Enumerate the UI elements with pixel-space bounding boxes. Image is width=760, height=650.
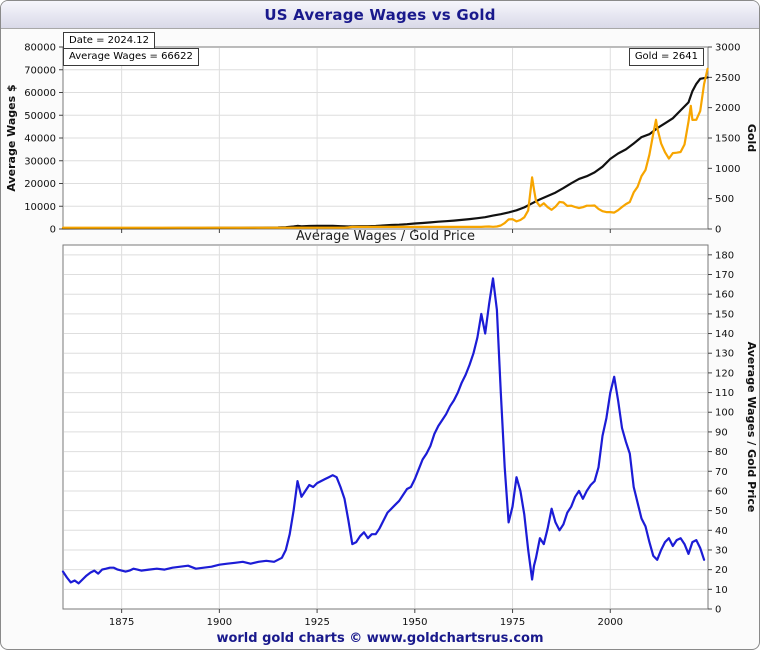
y-tick-label: 80 [715,447,728,458]
charts-canvas: 0100002000030000400005000060000700008000… [5,43,758,629]
x-tick-label: 1900 [207,617,232,628]
x-tick-label: 1975 [500,617,525,628]
footer-text: world gold charts © www.goldchartsrus.co… [216,630,544,646]
wages-gold-ratio-line [61,277,706,585]
y-tick-label: 10 [715,585,728,596]
y-tick-label: 1000 [715,164,740,175]
axis-title: Gold [745,124,758,152]
title-bar: US Average Wages vs Gold [1,1,759,29]
y-tick-label: 30 [715,545,728,556]
y-tick-label: 160 [715,290,734,301]
y-tick-label: 70 [715,467,728,478]
x-tick-label: 1950 [402,617,427,628]
y-tick-label: 110 [715,388,734,399]
page-title: US Average Wages vs Gold [264,5,496,24]
y-tick-label: 80000 [24,43,56,54]
y-tick-label: 0 [50,225,56,236]
y-tick-label: 130 [715,349,734,360]
y-tick-label: 1500 [715,134,740,145]
wages-vs-gold-chart: 0100002000030000400005000060000700008000… [5,43,758,236]
wages-gold-ratio-chart: 1875 1900 1925 1950 1975 2000 0 10 20 30 40 50 60 70 8… [61,229,758,628]
y-tick-label: 2000 [715,103,740,114]
y-tick-label: 20000 [24,179,56,190]
x-tick-label: 2000 [598,617,623,628]
axis-title: Average Wages $ [5,84,18,191]
y-tick-label: 120 [715,368,734,379]
y-tick-label: 70000 [24,65,56,76]
chart-title: Average Wages / Gold Price [296,229,475,244]
y-tick-label: 0 [715,225,721,236]
y-tick-label: 60000 [24,88,56,99]
y-tick-label: 0 [715,605,721,616]
y-tick-label: 180 [715,250,734,261]
y-tick-label: 150 [715,309,734,320]
date-annotation-box: Date = 2024.12 [63,32,155,50]
y-tick-label: 40000 [24,134,56,145]
axis-title: Average Wages / Gold Price [745,342,758,513]
y-tick-label: 20 [715,565,728,576]
gold-price-line [61,67,709,229]
y-tick-label: 140 [715,329,734,340]
y-tick-label: 60 [715,486,728,497]
y-tick-label: 3000 [715,43,740,54]
y-tick-label: 90 [715,427,728,438]
y-tick-label: 500 [715,194,734,205]
y-tick-label: 50 [715,506,728,517]
x-tick-label: 1875 [109,617,134,628]
y-tick-label: 170 [715,270,734,281]
y-tick-label: 40 [715,526,728,537]
x-tick-label: 1925 [304,617,329,628]
y-tick-label: 10000 [24,202,56,213]
wages-annotation-box: Average Wages = 66622 [63,48,199,66]
y-tick-label: 50000 [24,111,56,122]
gold-annotation-box: Gold = 2641 [628,48,704,66]
footer: world gold charts © www.goldchartsrus.co… [1,627,759,649]
y-tick-label: 100 [715,408,734,419]
y-tick-label: 30000 [24,156,56,167]
y-tick-label: 2500 [715,73,740,84]
